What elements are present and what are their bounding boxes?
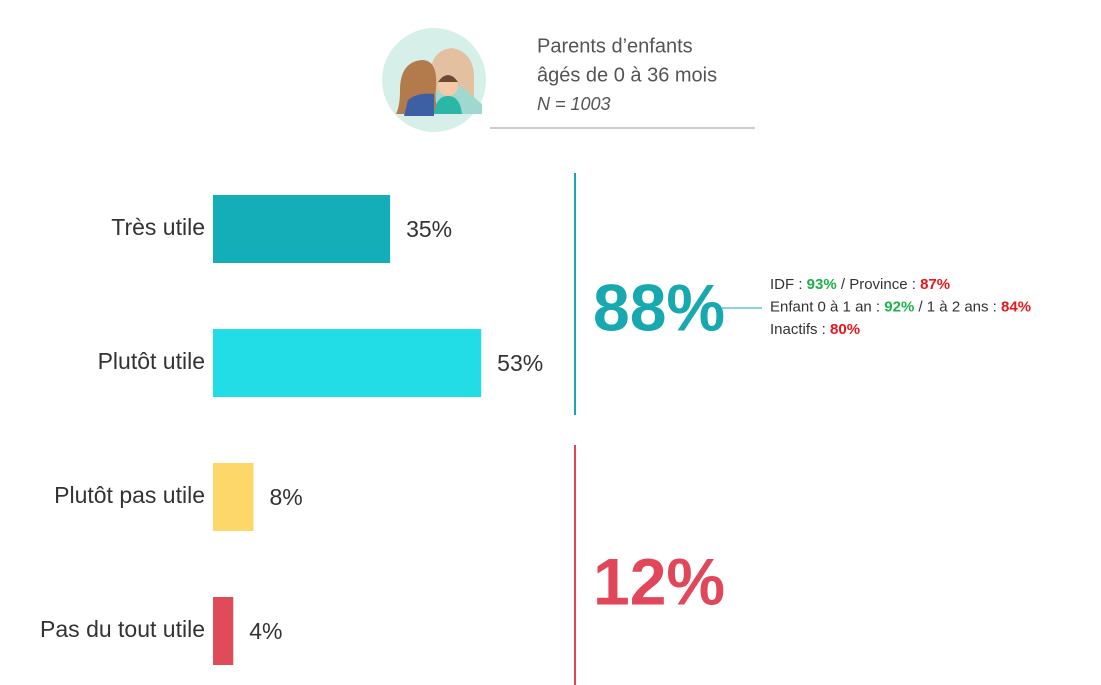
bar bbox=[213, 597, 234, 665]
note-line: Enfant 0 à 1 an : 92% / 1 à 2 ans : 84% bbox=[770, 298, 1031, 315]
note-part: / Province : bbox=[837, 276, 920, 293]
group-total: 88% bbox=[593, 270, 725, 344]
header-line: Parents d’enfants bbox=[537, 35, 693, 57]
header-sample: N = 1003 bbox=[537, 94, 611, 114]
bar bbox=[213, 329, 482, 397]
note-line: Inactifs : 80% bbox=[770, 321, 860, 338]
category-label: Plutôt pas utile bbox=[54, 482, 205, 508]
value-label: 4% bbox=[249, 618, 282, 644]
parent-icon bbox=[382, 28, 486, 132]
value-label: 8% bbox=[269, 484, 302, 510]
note-part: 93% bbox=[807, 276, 837, 293]
category-label: Très utile bbox=[111, 214, 205, 240]
note-part: 92% bbox=[884, 298, 914, 315]
note-line: IDF : 93% / Province : 87% bbox=[770, 276, 950, 293]
note-part: IDF : bbox=[770, 276, 807, 293]
category-label: Plutôt utile bbox=[98, 348, 205, 374]
note-part: 80% bbox=[830, 321, 860, 338]
value-label: 35% bbox=[406, 216, 452, 242]
bar bbox=[213, 463, 254, 531]
value-label: 53% bbox=[497, 350, 543, 376]
group-total: 12% bbox=[593, 544, 725, 618]
note-part: Enfant 0 à 1 an : bbox=[770, 298, 884, 315]
bar bbox=[213, 195, 391, 263]
category-label: Pas du tout utile bbox=[40, 616, 205, 642]
note-part: 87% bbox=[920, 276, 950, 293]
header-line: âgés de 0 à 36 mois bbox=[537, 64, 717, 86]
note-part: / 1 à 2 ans : bbox=[914, 298, 1001, 315]
note-part: 84% bbox=[1001, 298, 1031, 315]
note-part: Inactifs : bbox=[770, 321, 830, 338]
